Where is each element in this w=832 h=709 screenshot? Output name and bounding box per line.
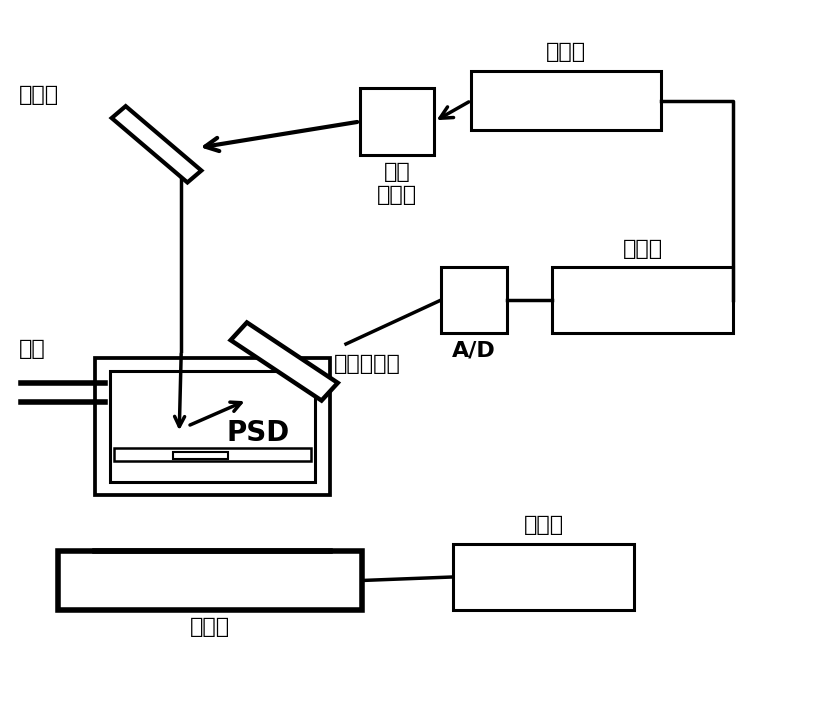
Text: 加热片: 加热片: [190, 618, 230, 637]
Bar: [173, 452, 228, 459]
Polygon shape: [230, 323, 338, 401]
Bar: [441, 267, 507, 333]
Text: 生化反应池: 生化反应池: [334, 354, 400, 374]
Text: A/D: A/D: [452, 340, 496, 360]
Bar: [471, 71, 661, 130]
Bar: [360, 88, 434, 155]
Text: 计算机: 计算机: [622, 238, 662, 259]
Text: 激光器: 激光器: [546, 43, 586, 62]
Text: 微架: 微架: [19, 340, 46, 359]
Bar: [110, 371, 314, 482]
Bar: [453, 544, 634, 610]
Text: 压电
偏转器: 压电 偏转器: [377, 162, 417, 205]
Bar: [552, 267, 733, 333]
Text: 反光镜: 反光镜: [19, 85, 59, 105]
Text: PSD: PSD: [226, 419, 290, 447]
Bar: [57, 551, 363, 610]
Text: 温控器: 温控器: [523, 515, 564, 535]
Polygon shape: [111, 106, 201, 182]
Bar: [95, 358, 329, 495]
Bar: [114, 448, 310, 461]
